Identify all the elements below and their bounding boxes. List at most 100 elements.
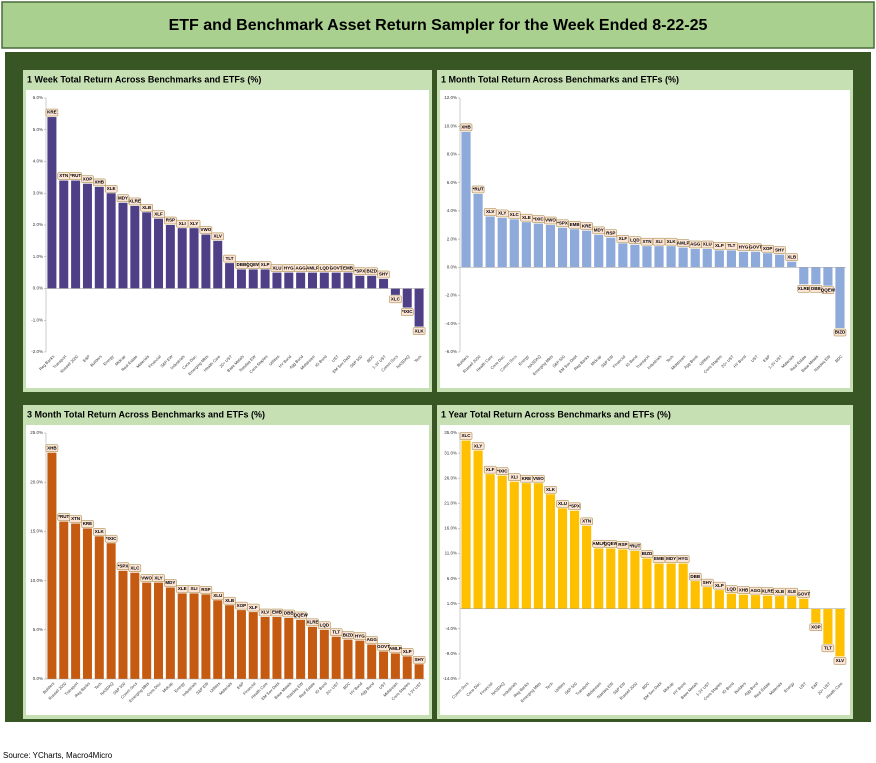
bar-label-box: [689, 572, 702, 581]
x-tick-label: Tech: [93, 681, 103, 691]
bar: [94, 536, 104, 679]
source-note: Source: YCharts, Macro4Micro: [3, 751, 113, 760]
y-tick-label: 0.0%: [33, 676, 43, 681]
bar-label-box: [401, 648, 414, 656]
bar: [485, 474, 495, 609]
bar-label: XLRE: [798, 286, 810, 291]
bar-label: AGG: [296, 265, 307, 270]
y-tick-label: -2.0%: [31, 349, 43, 354]
bar-label: MDY: [594, 228, 604, 233]
bar: [71, 180, 81, 289]
bar-label: EMB: [570, 222, 581, 227]
bar: [606, 237, 616, 268]
bar: [594, 548, 604, 609]
bar: [189, 593, 199, 679]
y-tick-label: 26.0%: [444, 475, 457, 480]
bar: [666, 246, 676, 268]
bar-label: EMB: [272, 610, 283, 615]
bar-label-box: [496, 467, 509, 475]
bar-label-box: [223, 254, 236, 263]
y-tick-label: 6.0%: [33, 95, 43, 100]
bar: [835, 608, 845, 657]
bar-label-box: [69, 515, 82, 523]
x-tick-label: Tech: [544, 681, 554, 691]
bar: [177, 228, 187, 289]
bar-label: XLB: [142, 205, 152, 210]
bar-label: HYG: [284, 265, 294, 270]
bar: [272, 272, 282, 289]
bar-label: XLP: [403, 649, 412, 654]
bar: [763, 595, 773, 609]
bar: [714, 250, 724, 268]
bar-label: XLP: [715, 583, 724, 588]
bar: [545, 494, 556, 609]
bar: [799, 598, 809, 609]
bar: [654, 246, 664, 268]
bar: [379, 278, 389, 289]
bar-label: TLT: [727, 243, 735, 248]
bar: [570, 229, 580, 268]
bar-label-box: [128, 564, 142, 572]
bar: [750, 595, 761, 609]
bar: [654, 563, 664, 609]
bar: [47, 452, 57, 679]
bar-label: BIZD: [343, 632, 354, 637]
bar: [284, 617, 294, 679]
bar-label: XOP: [83, 176, 93, 181]
bar: [331, 636, 341, 679]
bar-label: GOVT: [749, 244, 762, 249]
bar-label: XLRE: [306, 620, 318, 625]
bar: [642, 558, 652, 609]
y-tick-label: 4.0%: [447, 208, 457, 213]
plot-area: [26, 90, 429, 388]
bar: [225, 605, 235, 679]
y-tick-label: 2.0%: [447, 236, 457, 241]
bar: [835, 267, 845, 329]
bar-label: XLK: [546, 487, 556, 492]
bar-label: VWO: [201, 227, 212, 232]
bar: [402, 656, 412, 679]
bar-label-box: [152, 210, 165, 218]
bar-label: XTN: [71, 516, 80, 521]
bar: [811, 608, 821, 623]
bar-label: XLI: [511, 474, 518, 479]
bar-label: XLY: [154, 575, 162, 580]
bar-label: BIZD: [835, 330, 846, 335]
bar-label: TLT: [332, 629, 340, 634]
chart-title: 1 Month Total Return Across Benchmarks a…: [441, 74, 679, 84]
bar-label-box: [580, 517, 593, 526]
bar-label-box: [81, 520, 94, 528]
bar-label-box: [773, 246, 786, 254]
bar: [533, 483, 543, 609]
bar-label-box: [318, 621, 331, 629]
bar-label: *IXIC: [533, 216, 544, 221]
bar: [296, 272, 306, 289]
bar-label: XLU: [213, 593, 222, 598]
bar: [690, 581, 700, 609]
bar-label: XTN: [642, 239, 651, 244]
bar-label: XLC: [510, 212, 520, 217]
bar-label: XLU: [558, 501, 567, 506]
bar-label-box: [785, 253, 798, 261]
bar-label-box: [640, 550, 654, 558]
bar-label-box: [532, 475, 545, 483]
bar: [642, 246, 652, 268]
bar-label-box: [45, 444, 59, 452]
bar-label: XLP: [715, 243, 724, 248]
y-tick-label: 21.0%: [444, 500, 457, 505]
bar-label: XLRE: [129, 199, 141, 204]
bar: [678, 563, 688, 609]
bar: [307, 626, 317, 679]
bar-label: BIZD: [642, 551, 653, 556]
chart-title: 3 Month Total Return Across Benchmarks a…: [27, 409, 265, 419]
y-tick-label: 4.0%: [33, 159, 43, 164]
bar: [414, 288, 424, 327]
bar-label: XLF: [249, 605, 258, 610]
bar: [82, 528, 92, 679]
bar-label-box: [199, 226, 213, 234]
bar-label-box: [821, 644, 835, 653]
chart-title: 1 Year Total Return Across Benchmarks an…: [441, 409, 671, 419]
x-tick-label: UST: [330, 354, 340, 364]
bar-label: AMLP: [677, 240, 690, 245]
bar-label-box: [247, 603, 260, 612]
